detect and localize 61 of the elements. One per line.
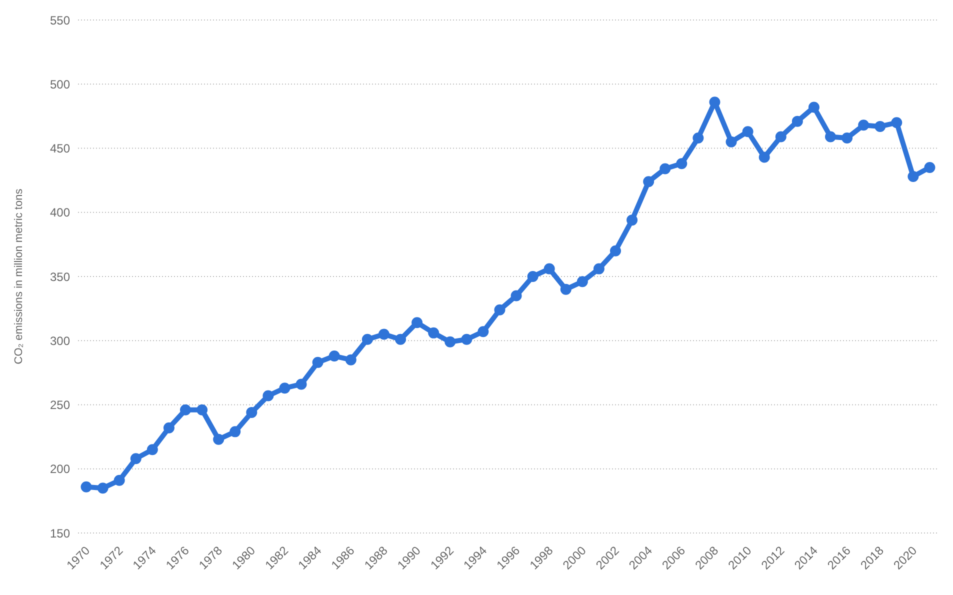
point [726,136,737,148]
point [146,444,158,456]
point [593,263,604,274]
point [775,131,786,142]
point [163,422,174,434]
y-tick-label: 450 [50,142,70,156]
point [842,132,853,144]
point [312,356,324,368]
point [660,163,671,174]
point [808,102,820,113]
point [395,334,406,345]
point [560,284,572,295]
y-tick-label: 250 [50,398,70,412]
point [378,328,390,340]
point [230,426,241,438]
point [478,326,489,338]
point [328,350,340,362]
y-tick-label: 550 [50,13,70,28]
point [461,334,472,345]
point [676,158,688,170]
point [891,117,902,128]
point [213,434,224,445]
y-tick-label: 400 [50,206,70,220]
point [428,327,440,338]
point [527,271,538,282]
y-tick-label: 300 [50,334,70,348]
point [858,120,870,131]
point [130,453,142,464]
point [510,290,522,302]
point [908,170,919,182]
point [444,336,456,348]
point [180,404,191,416]
point [494,304,506,316]
point [874,120,886,132]
point [692,132,704,144]
point [626,214,638,226]
point [825,131,836,142]
point [296,378,307,390]
point [758,152,770,163]
point [80,481,92,492]
point [246,406,258,418]
point [576,276,588,288]
point [362,334,373,345]
point [544,263,555,274]
point [924,162,936,173]
point [412,317,423,328]
y-axis-title: CO₂ emissions in million metric tons [12,188,25,364]
point [345,354,356,366]
point [196,404,208,416]
point [610,245,621,256]
point [262,390,274,402]
point [792,116,803,127]
y-tick-label: 350 [50,270,70,284]
point [643,176,654,188]
point [279,382,290,394]
y-tick-label: 500 [50,77,70,92]
y-tick-label: 200 [50,462,70,476]
y-tick-label: 150 [50,526,70,540]
point [742,126,754,138]
point [97,482,108,494]
point [114,474,125,486]
